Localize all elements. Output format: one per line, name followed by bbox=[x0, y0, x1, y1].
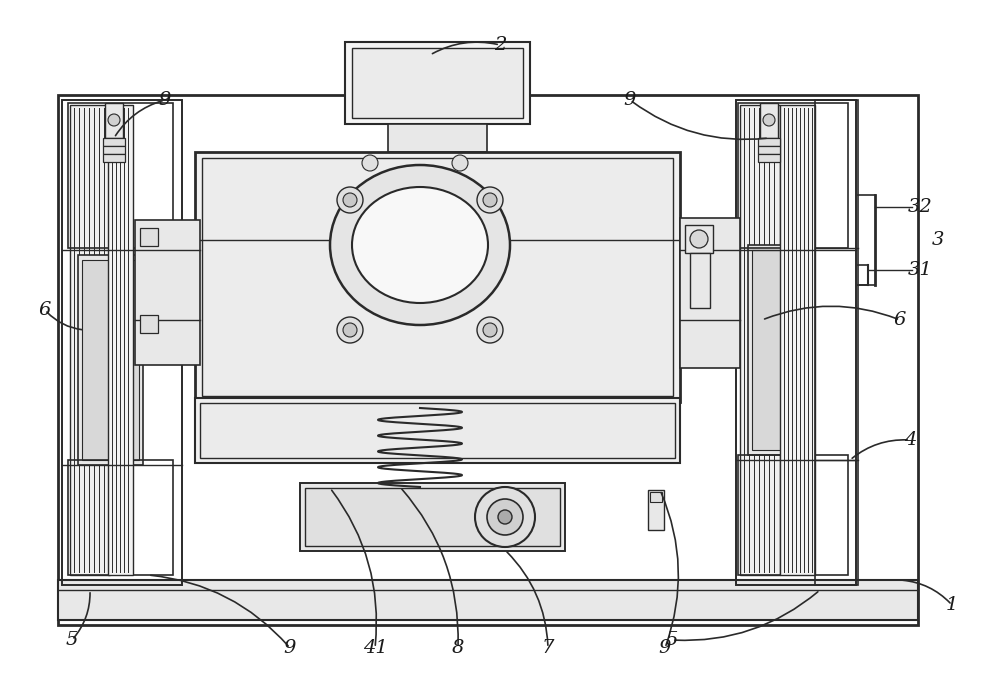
Text: 9: 9 bbox=[159, 91, 171, 109]
Text: 5: 5 bbox=[66, 631, 78, 649]
Circle shape bbox=[475, 487, 535, 547]
Bar bbox=[780, 105, 815, 575]
Circle shape bbox=[483, 193, 497, 207]
Circle shape bbox=[487, 499, 523, 535]
Text: 1: 1 bbox=[946, 596, 958, 614]
Circle shape bbox=[498, 510, 512, 524]
Ellipse shape bbox=[330, 165, 510, 325]
Circle shape bbox=[690, 230, 708, 248]
Text: 31: 31 bbox=[908, 261, 932, 279]
Circle shape bbox=[477, 317, 503, 343]
Ellipse shape bbox=[352, 187, 488, 303]
Bar bbox=[103, 138, 125, 146]
Bar bbox=[300, 483, 565, 551]
Text: 6: 6 bbox=[39, 301, 51, 319]
Bar bbox=[650, 492, 662, 502]
Circle shape bbox=[452, 155, 468, 171]
Text: 2: 2 bbox=[494, 36, 506, 54]
Bar bbox=[58, 95, 918, 625]
Bar bbox=[680, 218, 740, 368]
Text: 41: 41 bbox=[363, 639, 387, 657]
Bar bbox=[352, 48, 523, 118]
Bar bbox=[105, 103, 123, 138]
Bar bbox=[103, 146, 125, 154]
Bar bbox=[68, 103, 173, 248]
Bar bbox=[78, 255, 143, 465]
Bar bbox=[738, 103, 848, 248]
Bar bbox=[740, 105, 780, 575]
Bar bbox=[815, 100, 858, 585]
Bar bbox=[648, 490, 664, 530]
Text: 8: 8 bbox=[452, 639, 464, 657]
Circle shape bbox=[337, 187, 363, 213]
Circle shape bbox=[763, 114, 775, 126]
Circle shape bbox=[343, 323, 357, 337]
Bar bbox=[752, 250, 809, 450]
Bar bbox=[758, 138, 780, 146]
Bar bbox=[103, 154, 125, 162]
Circle shape bbox=[362, 155, 378, 171]
Bar bbox=[140, 228, 158, 246]
Bar bbox=[62, 100, 182, 585]
Bar bbox=[388, 124, 487, 152]
Bar bbox=[195, 152, 680, 402]
Text: 7: 7 bbox=[542, 639, 554, 657]
Circle shape bbox=[337, 317, 363, 343]
Bar bbox=[736, 100, 856, 585]
Circle shape bbox=[483, 323, 497, 337]
Bar bbox=[82, 260, 139, 460]
Bar bbox=[202, 158, 673, 396]
Bar bbox=[758, 154, 780, 162]
Text: 9: 9 bbox=[284, 639, 296, 657]
Circle shape bbox=[477, 187, 503, 213]
Text: 9: 9 bbox=[624, 91, 636, 109]
Bar bbox=[685, 225, 713, 253]
Bar bbox=[748, 245, 813, 455]
Text: 5: 5 bbox=[666, 631, 678, 649]
Bar bbox=[70, 105, 110, 575]
Text: 32: 32 bbox=[908, 198, 932, 216]
Text: 9: 9 bbox=[659, 639, 671, 657]
Text: 3: 3 bbox=[932, 231, 944, 249]
Bar bbox=[58, 580, 918, 620]
Circle shape bbox=[343, 193, 357, 207]
Circle shape bbox=[108, 114, 120, 126]
Text: 4: 4 bbox=[904, 431, 916, 449]
Bar bbox=[690, 253, 710, 308]
Bar bbox=[345, 42, 530, 124]
Text: 6: 6 bbox=[894, 311, 906, 329]
Bar bbox=[758, 146, 780, 154]
Bar bbox=[200, 403, 675, 458]
Bar bbox=[195, 398, 680, 463]
Bar bbox=[738, 455, 848, 575]
Bar bbox=[140, 315, 158, 333]
Bar bbox=[108, 105, 133, 575]
Bar bbox=[135, 220, 200, 365]
Bar bbox=[305, 488, 560, 546]
Bar bbox=[760, 103, 778, 138]
Bar bbox=[68, 460, 173, 575]
